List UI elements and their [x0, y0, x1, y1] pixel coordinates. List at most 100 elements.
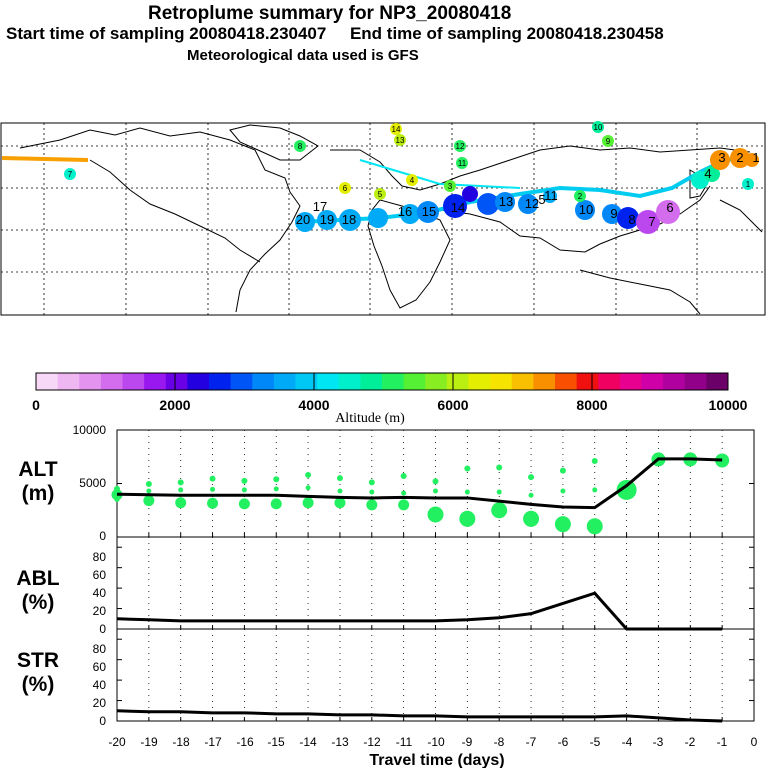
- colorbar-swatch: [663, 373, 686, 390]
- map-cluster-dot: [745, 153, 759, 167]
- altitude-cluster-dot: [592, 487, 598, 493]
- met-data-line: Meteorological data used is GFS: [187, 47, 419, 64]
- x-tick: -18: [172, 735, 190, 749]
- altitude-cluster-dot: [238, 498, 250, 510]
- map-secondary-dot: [390, 123, 402, 135]
- abl-series-line: [116, 591, 723, 631]
- colorbar-swatch: [360, 373, 383, 390]
- colorbar-swatch: [209, 373, 232, 390]
- map-day-label: 19: [320, 212, 334, 227]
- colorbar-swatch: [533, 373, 556, 390]
- map-day-label: 14: [451, 200, 465, 215]
- map-secondary-label: 2: [578, 192, 583, 201]
- altitude-cluster-dot: [241, 477, 248, 484]
- map-day-label: 12: [525, 196, 539, 211]
- panel-abl: [116, 536, 755, 631]
- altitude-cluster-dot: [523, 510, 540, 527]
- str-unit: (%): [22, 673, 55, 696]
- map-secondary-dot: [454, 140, 466, 152]
- colorbar-swatch: [490, 373, 513, 390]
- map-cluster-dot: [317, 210, 337, 230]
- x-tick: -3: [653, 735, 664, 749]
- altitude-cluster-dot: [616, 479, 637, 500]
- time-series-panels: [111, 429, 755, 723]
- colorbar-swatch: [317, 373, 340, 390]
- alt-series-line: [116, 457, 723, 510]
- altitude-cluster-dot: [433, 488, 438, 494]
- map-secondary-label: 4: [410, 176, 415, 185]
- map-secondary-dot: [294, 140, 306, 152]
- altitude-cluster-dot: [210, 486, 216, 492]
- map-secondary-label: 7: [68, 170, 73, 179]
- map-cluster-dot: [495, 192, 515, 212]
- colorbar-label-0: 0: [32, 397, 40, 413]
- colorbar-label-2: 4000: [298, 397, 329, 413]
- x-tick: -11: [396, 735, 413, 749]
- colorbar-swatch: [684, 373, 707, 390]
- map-clusters: [295, 148, 759, 234]
- map-secondary-label: 6: [343, 184, 348, 193]
- altitude-cluster-dot: [427, 506, 444, 523]
- str-tick-80: 80: [93, 642, 107, 656]
- colorbar-swatch: [576, 373, 599, 390]
- colorbar-frame: [35, 372, 729, 391]
- colorbar-swatch: [187, 373, 210, 390]
- colorbar-swatch: [122, 373, 145, 390]
- alt-tick-0: 0: [99, 529, 106, 543]
- abl-tick-60: 60: [93, 568, 107, 582]
- map-cluster-dot: [295, 212, 315, 232]
- altitude-cluster-dot: [270, 498, 282, 510]
- map-secondary-dot: [339, 182, 351, 194]
- altitude-cluster-dot: [305, 485, 311, 491]
- abl-tick-0: 0: [99, 622, 106, 636]
- colorbar-swatch: [425, 373, 448, 390]
- map-secondary-dot: [602, 135, 614, 147]
- colorbar-swatch: [511, 373, 534, 390]
- colorbar-swatch: [295, 373, 318, 390]
- colorbar-swatch: [57, 373, 80, 390]
- colorbar-swatch: [252, 373, 275, 390]
- altitude-cluster-dot: [368, 479, 375, 486]
- map-cluster-dot: [417, 201, 439, 223]
- map-cluster-dot: [339, 209, 361, 231]
- x-tick: -15: [267, 735, 285, 749]
- map-cluster-dot: [518, 194, 538, 214]
- chart-title: Retroplume summary for NP3_20080418: [148, 3, 512, 24]
- map-cluster-dot: [730, 148, 750, 168]
- map-day-label: 8: [628, 212, 635, 227]
- altitude-cluster-dot: [273, 476, 280, 483]
- map-secondary-label: 9: [606, 137, 611, 146]
- altitude-cluster-dot: [177, 479, 184, 486]
- altitude-cluster-dot: [207, 497, 219, 509]
- map-secondary-dot: [394, 134, 406, 146]
- altitude-cluster-dot: [209, 475, 216, 482]
- altitude-cluster-dot: [178, 487, 184, 493]
- map-day-label: 9: [610, 206, 617, 221]
- altitude-cluster-dot: [366, 499, 378, 511]
- map-secondary-dot: [374, 188, 386, 200]
- altitude-cluster-dot: [715, 453, 730, 468]
- altitude-cluster-dot: [336, 475, 343, 482]
- map-secondary-dot: [64, 168, 76, 180]
- colorbar-swatch: [230, 373, 253, 390]
- x-tick: -5: [590, 735, 601, 749]
- x-tick: -16: [236, 735, 254, 749]
- colorbar-swatch: [273, 373, 296, 390]
- altitude-cluster-dot: [146, 488, 152, 494]
- str-tick-40: 40: [93, 678, 107, 692]
- altitude-cluster-dot: [491, 502, 508, 519]
- altitude-cluster-dot: [496, 489, 502, 495]
- map-day-label: 5: [538, 192, 545, 207]
- map-cluster-dot: [575, 200, 595, 220]
- altitude-cluster-dot: [398, 499, 410, 511]
- abl-unit: (%): [22, 591, 55, 614]
- colorbar-swatch: [706, 373, 729, 390]
- map-cluster-dot: [368, 208, 388, 228]
- map-secondary-dot: [574, 190, 586, 202]
- x-tick: -9: [462, 735, 473, 749]
- x-tick: 0: [751, 735, 758, 749]
- colorbar-label-4: 8000: [576, 397, 607, 413]
